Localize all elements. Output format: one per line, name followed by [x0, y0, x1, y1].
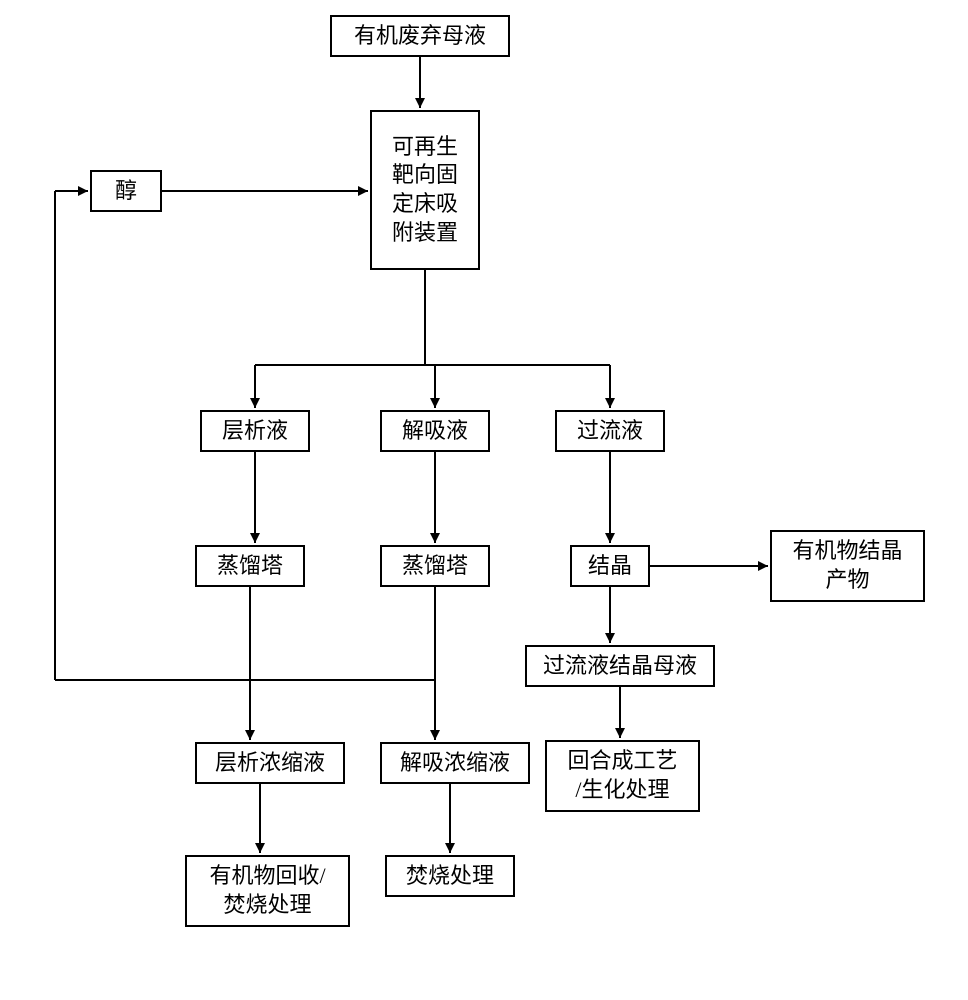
node-label: 醇	[115, 177, 137, 206]
node-organic-recovery: 有机物回收/ 焚烧处理	[185, 855, 350, 927]
node-crystallization: 结晶	[570, 545, 650, 587]
node-desorption-concentrate: 解吸浓缩液	[380, 742, 530, 784]
node-label: 过流液结晶母液	[543, 652, 697, 681]
node-label: 层析浓缩液	[215, 749, 325, 778]
node-alcohol: 醇	[90, 170, 162, 212]
node-label: 可再生 靶向固 定床吸 附装置	[392, 133, 458, 247]
node-chromatography-liquid: 层析液	[200, 410, 310, 452]
node-label: 回合成工艺 /生化处理	[567, 747, 677, 804]
node-flow-through-liquid: 过流液	[555, 410, 665, 452]
node-label: 有机物结晶 产物	[792, 537, 902, 594]
node-organic-crystal-product: 有机物结晶 产物	[770, 530, 925, 602]
flowchart-edges	[0, 0, 968, 1000]
node-fixed-bed: 可再生 靶向固 定床吸 附装置	[370, 110, 480, 270]
node-label: 解吸液	[402, 417, 468, 446]
node-distillation-tower-2: 蒸馏塔	[380, 545, 490, 587]
node-label: 层析液	[222, 417, 288, 446]
node-organic-waste: 有机废弃母液	[330, 15, 510, 57]
node-distillation-tower-1: 蒸馏塔	[195, 545, 305, 587]
node-label: 有机废弃母液	[354, 22, 486, 51]
node-chromatography-concentrate: 层析浓缩液	[195, 742, 345, 784]
node-label: 解吸浓缩液	[400, 749, 510, 778]
node-label: 蒸馏塔	[402, 552, 468, 581]
node-label: 有机物回收/ 焚烧处理	[209, 862, 325, 919]
node-label: 蒸馏塔	[217, 552, 283, 581]
node-label: 结晶	[588, 552, 632, 581]
node-flow-crystal-mother: 过流液结晶母液	[525, 645, 715, 687]
node-label: 焚烧处理	[406, 862, 494, 891]
node-incineration: 焚烧处理	[385, 855, 515, 897]
node-desorption-liquid: 解吸液	[380, 410, 490, 452]
node-label: 过流液	[577, 417, 643, 446]
node-back-synthesis: 回合成工艺 /生化处理	[545, 740, 700, 812]
